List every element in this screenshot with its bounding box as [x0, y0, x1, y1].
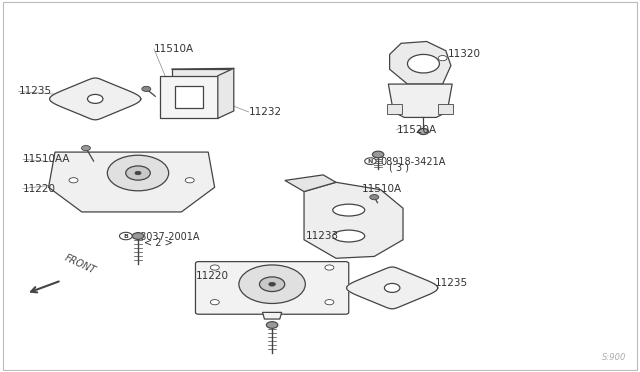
Text: 11220: 11220: [23, 184, 56, 193]
Circle shape: [325, 265, 334, 270]
Text: 08037-2001A: 08037-2001A: [135, 232, 200, 242]
Text: 11232: 11232: [248, 107, 282, 117]
Circle shape: [266, 322, 278, 328]
Ellipse shape: [333, 230, 365, 242]
Bar: [438, 105, 454, 114]
Text: 11520A: 11520A: [397, 125, 436, 135]
Circle shape: [88, 94, 103, 103]
Text: 11235: 11235: [19, 87, 52, 96]
Bar: [161, 76, 218, 118]
Text: 08918-3421A: 08918-3421A: [380, 157, 445, 167]
Text: FRONT: FRONT: [63, 253, 98, 276]
Polygon shape: [304, 182, 403, 258]
Text: 11320: 11320: [448, 49, 481, 60]
Text: < 2 >: < 2 >: [145, 238, 173, 248]
Bar: [387, 105, 403, 114]
Circle shape: [239, 265, 305, 304]
Text: 11510A: 11510A: [362, 184, 402, 193]
Circle shape: [211, 299, 220, 305]
Circle shape: [269, 282, 275, 286]
Polygon shape: [388, 84, 452, 118]
Circle shape: [419, 129, 429, 135]
Circle shape: [370, 195, 379, 200]
Circle shape: [385, 283, 400, 292]
Circle shape: [125, 166, 150, 180]
Polygon shape: [390, 41, 451, 84]
Circle shape: [81, 145, 90, 151]
Text: 11220: 11220: [195, 271, 228, 281]
Polygon shape: [347, 267, 438, 309]
Circle shape: [408, 54, 440, 73]
Polygon shape: [49, 152, 214, 212]
Circle shape: [69, 178, 78, 183]
Text: 11235: 11235: [435, 278, 468, 288]
Circle shape: [108, 155, 169, 191]
Circle shape: [185, 178, 194, 183]
Ellipse shape: [333, 204, 365, 216]
Circle shape: [211, 265, 220, 270]
Circle shape: [365, 158, 376, 164]
Text: B: B: [124, 234, 128, 238]
Circle shape: [120, 232, 132, 240]
Circle shape: [135, 171, 141, 175]
FancyBboxPatch shape: [195, 262, 349, 314]
Circle shape: [325, 299, 334, 305]
Polygon shape: [50, 78, 141, 120]
Circle shape: [372, 151, 384, 158]
Circle shape: [132, 233, 144, 239]
Polygon shape: [262, 312, 282, 319]
Text: 11510AA: 11510AA: [23, 154, 70, 164]
Bar: [175, 86, 203, 108]
Polygon shape: [218, 68, 234, 118]
Text: N: N: [368, 159, 373, 164]
Circle shape: [438, 55, 447, 61]
Text: ( 3 ): ( 3 ): [389, 163, 409, 173]
Circle shape: [142, 86, 151, 92]
Text: S:900: S:900: [602, 353, 627, 362]
Circle shape: [259, 277, 285, 292]
Text: 11510A: 11510A: [154, 44, 194, 54]
Text: 11233: 11233: [306, 231, 339, 241]
Bar: [172, 69, 229, 112]
Polygon shape: [285, 175, 336, 192]
